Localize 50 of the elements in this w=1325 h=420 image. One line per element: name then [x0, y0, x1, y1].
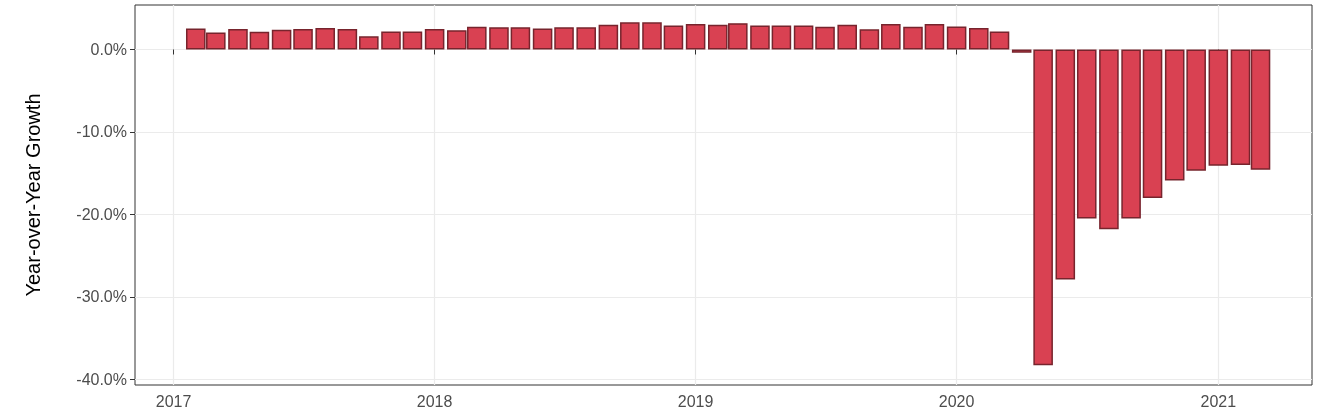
- bar: [924, 23, 945, 50]
- bar: [381, 31, 401, 50]
- bar: [554, 27, 574, 50]
- bar: [249, 31, 270, 50]
- bar: [337, 28, 358, 50]
- bar: [663, 25, 684, 50]
- y-tick-label: -30.0%: [76, 288, 127, 306]
- bar: [620, 22, 640, 50]
- bar: [750, 25, 770, 50]
- bar: [881, 23, 901, 50]
- bar: [1121, 49, 1141, 219]
- bar: [1186, 49, 1206, 171]
- bar: [837, 24, 857, 50]
- y-axis-title: Year-over-Year Growth: [22, 93, 44, 297]
- x-tick-label: 2019: [677, 392, 714, 410]
- bar: [946, 26, 967, 50]
- bar: [1076, 49, 1097, 219]
- bar: [771, 25, 792, 50]
- x-tick-label: 2018: [416, 392, 453, 410]
- bar: [598, 24, 619, 50]
- bar: [685, 23, 706, 50]
- bar: [424, 28, 445, 50]
- bar: [1099, 49, 1119, 230]
- bar: [576, 27, 596, 50]
- bar: [1033, 49, 1053, 366]
- bar: [1208, 49, 1229, 166]
- bar: [293, 28, 313, 50]
- y-tick-label: 0.0%: [90, 41, 127, 59]
- y-tick-label: -10.0%: [76, 123, 127, 141]
- bar: [359, 36, 379, 50]
- bar: [793, 25, 814, 50]
- bar: [315, 28, 335, 50]
- bar: [903, 26, 923, 50]
- bar: [532, 28, 553, 50]
- bar: [1055, 49, 1076, 280]
- bar: [510, 27, 531, 50]
- x-tick-label: 2021: [1200, 392, 1237, 410]
- bar: [228, 28, 248, 50]
- x-tick-label: 2020: [938, 392, 975, 410]
- bar: [489, 27, 509, 50]
- bar: [1142, 49, 1163, 198]
- bar: [402, 31, 423, 50]
- bar: [271, 29, 292, 50]
- bar: [859, 29, 880, 50]
- y-tick-label: -20.0%: [76, 205, 127, 223]
- y-tick-label: -40.0%: [76, 370, 127, 388]
- bar: [815, 26, 835, 50]
- x-tick-label: 2017: [155, 392, 192, 410]
- bar: [1164, 49, 1185, 181]
- bar: [642, 22, 662, 50]
